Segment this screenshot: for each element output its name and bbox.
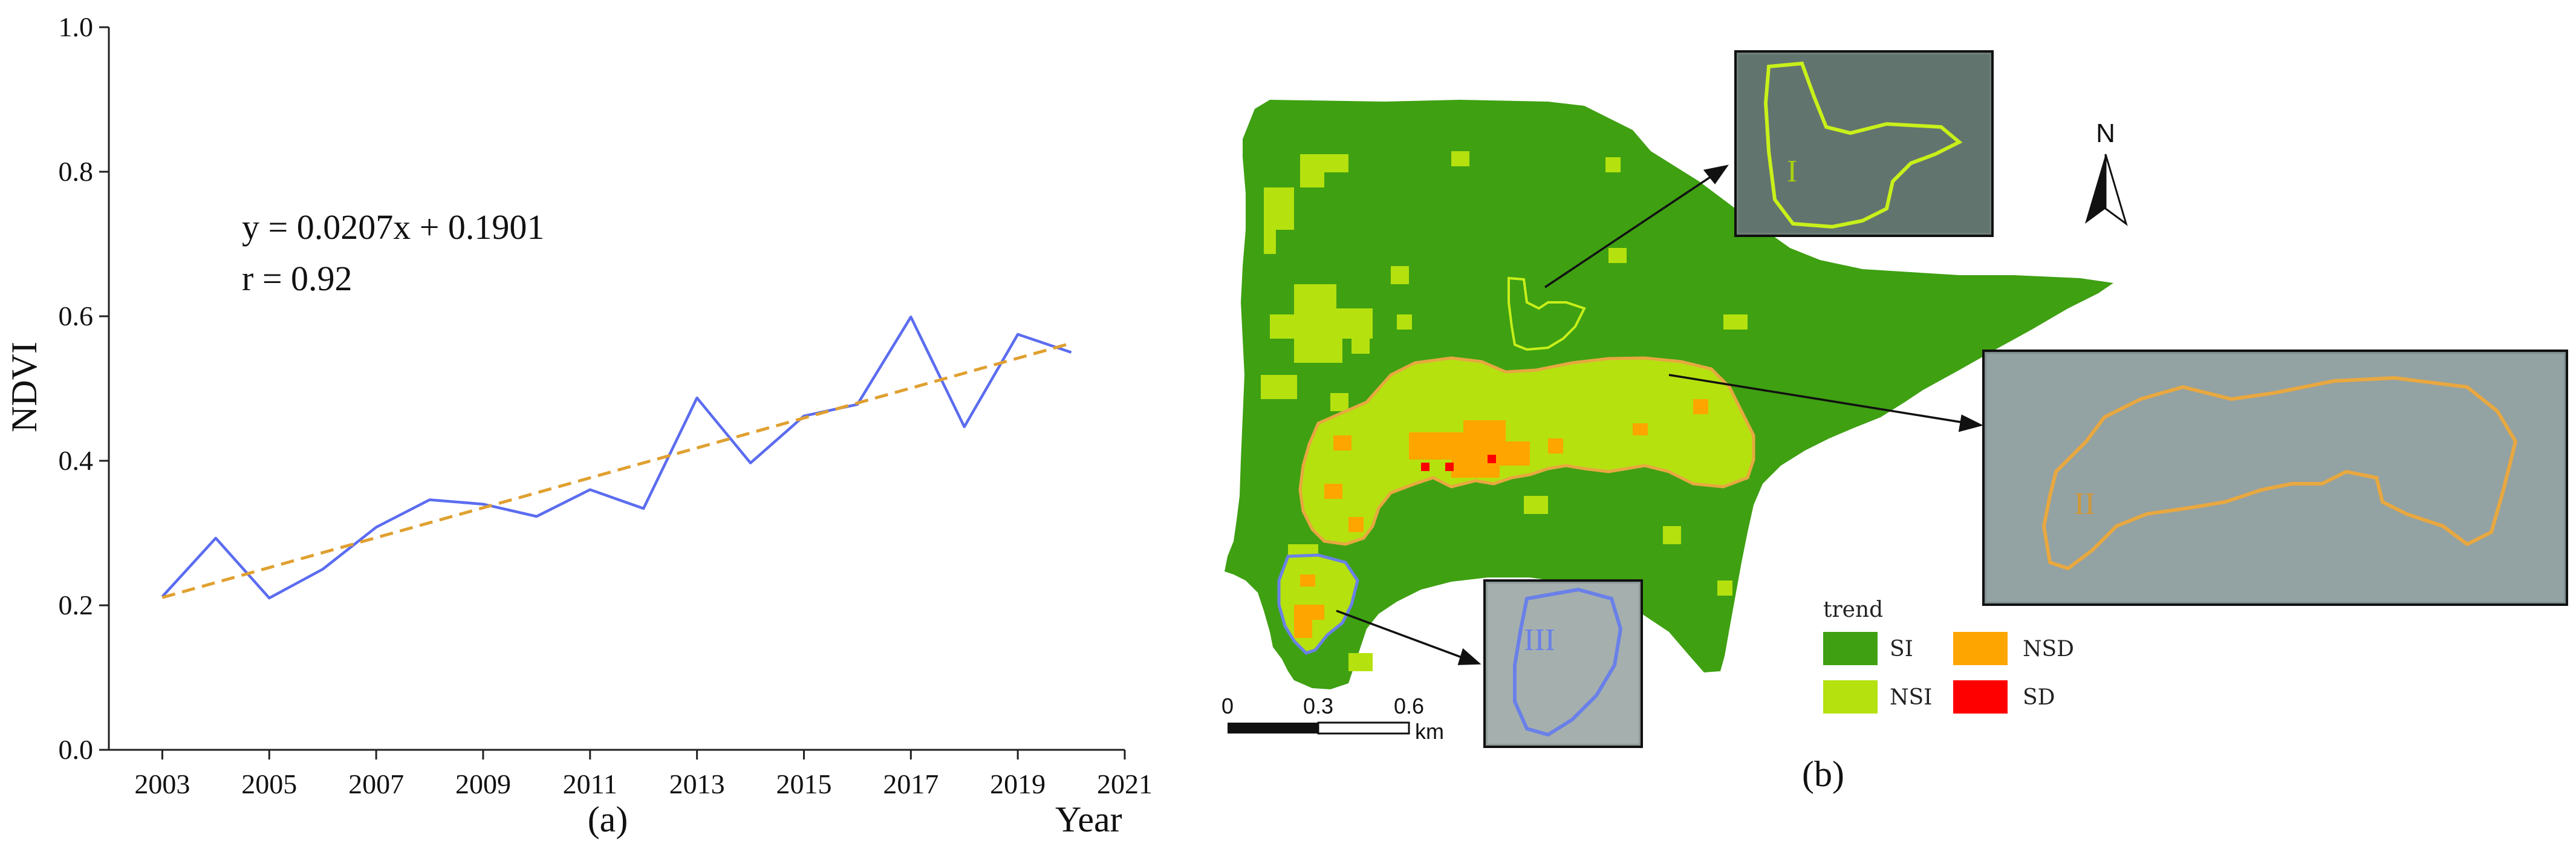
inset-zone-ii: II [1982,350,2568,606]
map-nsi-patch [1348,653,1373,671]
arrow-zone-i-head [1703,164,1729,184]
x-tick-label: 2019 [990,769,1046,799]
map-nsd-patch [1300,574,1315,587]
map-nsi-patch [1270,314,1294,339]
chart-caption: (a) [588,799,628,839]
map-nsd-patch [1633,423,1648,435]
map-nsd-patch [1548,438,1563,454]
map-nsi-patch [1605,157,1621,172]
x-tick-label: 2011 [563,769,617,799]
x-ticks: 2003 2005 2007 2009 2011 2013 2015 2017 2019 2021 [134,750,1153,799]
map-zone-i-outline [1508,276,1586,351]
inset-zone-iii: III [1483,579,1643,748]
scale-bar-black [1228,723,1318,734]
scale-bar: 0 0.3 0.6 km [1221,694,1444,744]
map-nsd-patch [1409,420,1530,478]
map-nsi-patch [1264,187,1294,254]
x-tick-label: 2013 [669,769,725,799]
north-arrow: N [2085,119,2128,226]
north-label: N [2096,119,2115,148]
map-caption: (b) [1802,754,1844,794]
x-tick-label: 2007 [348,769,404,799]
map-sd-patch [1488,455,1496,463]
map-nsd-patch [1348,517,1364,532]
legend-title: trend [1823,597,1883,622]
north-arrow-icon-half [2104,154,2128,226]
x-tick-label: 2017 [883,769,938,799]
arrow-zone-iii [1336,610,1467,660]
map-nsi-patch [1300,154,1348,187]
map-nsi-patch [1451,151,1469,166]
legend-label-nsi: NSI [1890,685,1932,710]
map-nsd-patch [1294,605,1324,638]
y-axis-title: NDVI [4,342,44,432]
map-nsi-patch [1524,496,1548,514]
legend-swatch-sd [1953,680,2008,714]
arrow-zone-i [1544,171,1718,288]
scale-bar-white [1317,721,1410,735]
legend-label-nsd: NSD [2023,637,2074,662]
inset-ii-label: II [2074,487,2095,521]
x-tick-label: 2009 [455,769,511,799]
map-nsi-patch [1717,581,1732,596]
y-tick-label: 0.4 [59,445,94,476]
regression-equation: y = 0.0207x + 0.1901 [242,207,544,247]
x-axis-title: Year [1055,799,1122,839]
map-nsi-patch [1330,393,1348,411]
y-ticks: 0.0 0.2 0.4 0.6 0.8 1.0 [59,11,109,765]
y-tick-label: 0.0 [59,734,94,765]
correlation-coefficient: r = 0.92 [242,259,353,298]
inset-i-label: I [1787,154,1797,189]
map-nsi-patch [1663,526,1681,544]
legend-swatch-nsi [1823,680,1878,714]
map-nsi-patch [1723,314,1748,330]
scale-tick-2: 0.6 [1394,694,1424,718]
y-tick-label: 0.2 [59,590,94,620]
map-sd-patch [1421,463,1429,471]
arrow-zone-ii [1668,374,1969,424]
scale-tick-0: 0 [1221,694,1234,718]
legend-label-sd: SD [2023,685,2055,710]
map-nsd-patch [1333,435,1351,451]
map-nsi-patch [1608,248,1627,263]
map-nsi-patch [1294,284,1373,363]
inset-arrows [1336,164,1983,665]
map-nsi-patch [1397,314,1412,330]
x-tick-label: 2003 [134,769,190,799]
map-nsi-patch [1261,375,1297,399]
inset-iii-label: III [1524,623,1555,657]
inset-ii-texture [1986,354,2564,602]
inset-iii-outline [1513,587,1623,737]
x-tick-label: 2015 [776,769,831,799]
y-tick-label: 1.0 [59,11,94,42]
ndvi-chart: 0.00.20.40.60.81.0 2003 2005 2007 2009 2011 2… [4,11,1153,839]
x-tick-label: 2021 [1097,769,1153,799]
inset-i-outline [1763,61,1963,229]
y-tick-label: 0.6 [59,301,94,331]
legend-swatch-nsd [1953,632,2008,665]
series-layer [161,315,1072,600]
inset-i-texture [1738,54,1989,233]
arrow-zone-ii-head [1958,414,1983,432]
arrow-zone-iii-head [1457,648,1482,665]
series-trend-line [161,342,1072,599]
legend-swatch-si [1823,632,1878,665]
map-nsi-patch [1351,339,1370,354]
trend-legend: trend SI NSD NSI SD [1823,597,2074,714]
series-ndvi-line [161,315,1072,600]
map-nsi-patch [1391,266,1409,284]
scale-tick-1: 0.3 [1303,694,1333,718]
y-tick-label: 0.8 [59,156,94,187]
inset-zone-i: I [1734,50,1994,237]
map-nsd-patch [1693,399,1708,414]
north-arrow-icon [2085,154,2106,224]
legend-label-si: SI [1890,637,1913,662]
trend-map: I II III N 0 0.3 0.6 km [1221,50,2568,794]
map-nsd-patch [1324,484,1342,499]
inset-ii-outline [2041,376,2518,571]
map-sd-patch [1445,463,1454,471]
scale-unit: km [1415,719,1444,744]
x-tick-label: 2005 [241,769,297,799]
